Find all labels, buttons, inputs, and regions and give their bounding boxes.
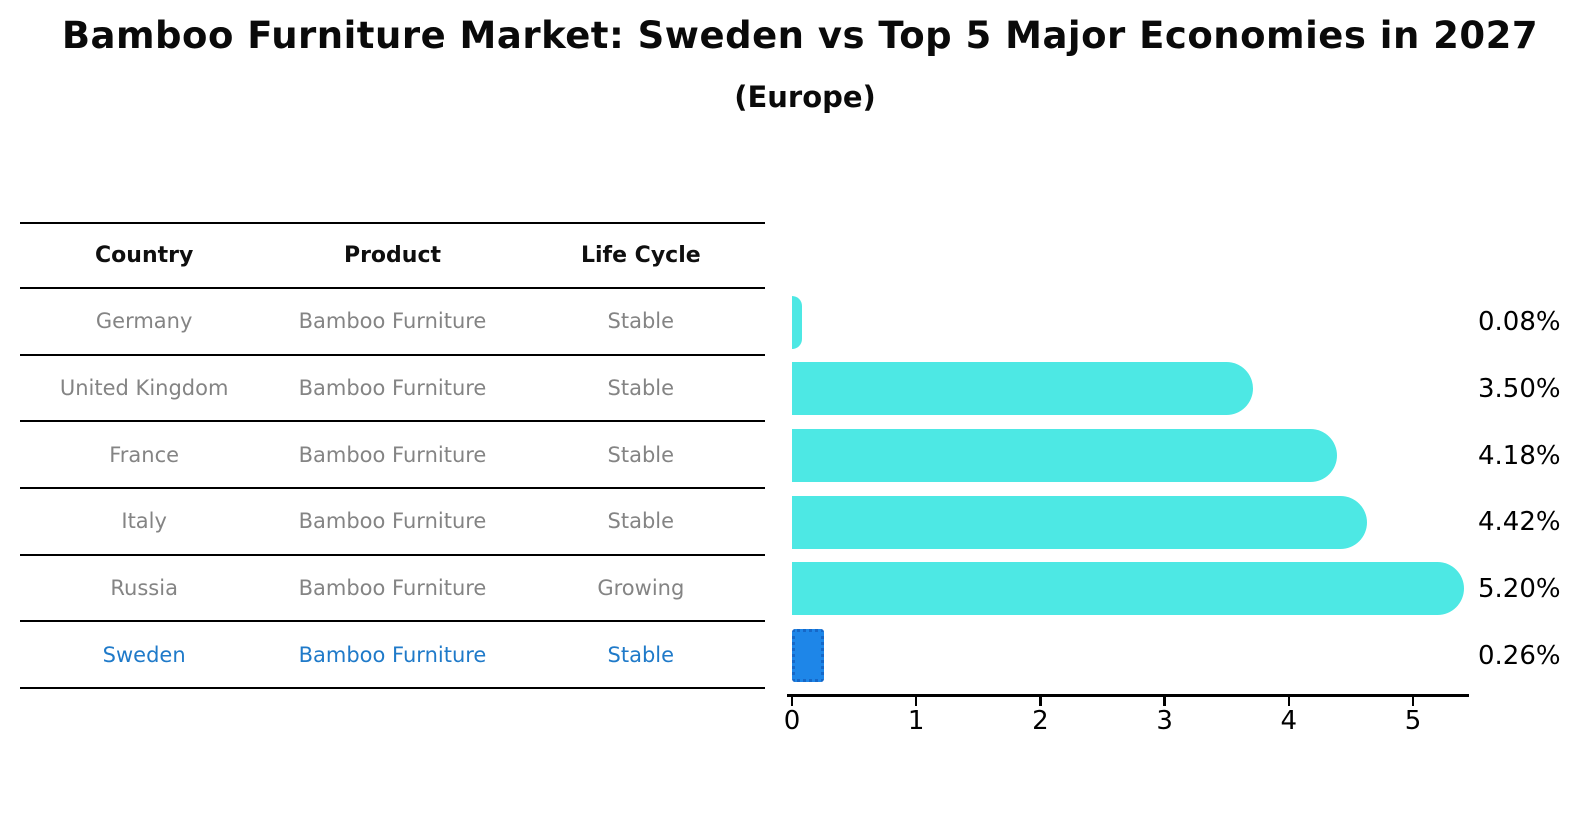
table-row-sweden: Sweden Bamboo Furniture Stable (20, 622, 765, 689)
table-cell-country: United Kingdom (59, 375, 229, 400)
bar-russia (792, 562, 1464, 616)
bar-italy (792, 495, 1367, 549)
bar-value-label: 3.50% (1478, 373, 1561, 404)
table-row-italy: Italy Bamboo Furniture Stable (20, 489, 765, 556)
bar-germany (792, 295, 802, 349)
x-axis-tick (1287, 696, 1291, 706)
table-header-row: Country Product Life Cycle (20, 222, 765, 289)
x-axis-tick-label: 2 (1032, 706, 1049, 736)
table-cell-product: Bamboo Furniture (298, 509, 487, 534)
table-cell-lifecycle: Stable (607, 509, 675, 534)
table-cell-lifecycle: Stable (607, 309, 675, 334)
table-cell-country: Sweden (102, 642, 186, 667)
x-axis-tick (1411, 696, 1415, 706)
table-cell-product: Bamboo Furniture (298, 642, 487, 667)
bar-sweden (792, 629, 825, 683)
bar-value-label: 0.08% (1478, 307, 1561, 338)
table-row-russia: Russia Bamboo Furniture Growing (20, 556, 765, 623)
table-header-lifecycle: Life Cycle (580, 243, 701, 268)
x-axis-tick-label: 3 (1156, 706, 1173, 736)
table-header-product: Product (343, 243, 442, 268)
bar-france (792, 429, 1338, 483)
table-cell-country: France (109, 442, 180, 467)
x-axis-tick-label: 4 (1280, 706, 1298, 736)
bar-value-label: 0.26% (1478, 640, 1561, 671)
bar-value-label: 5.20% (1478, 573, 1561, 604)
x-axis-tick-label: 0 (783, 706, 801, 736)
table-row-france: France Bamboo Furniture Stable (20, 422, 765, 489)
x-axis-line (787, 694, 1469, 697)
x-axis-tick (1039, 696, 1042, 706)
table-cell-product: Bamboo Furniture (298, 375, 487, 400)
chart-subtitle: (Europe) (734, 80, 876, 114)
bar-united-kingdom (792, 362, 1253, 416)
table-body: Germany Bamboo Furniture Stable United King… (20, 289, 765, 689)
country-table: Country Product Life Cycle Germany Bamboo… (20, 222, 765, 689)
table-cell-country: Italy (121, 509, 167, 534)
chart-title: Bamboo Furniture Market: Sweden vs Top 5… (61, 14, 1539, 57)
bar-value-label: 4.18% (1478, 440, 1561, 471)
x-axis-tick-label: 5 (1404, 706, 1422, 736)
table-row-united-kingdom: United Kingdom Bamboo Furniture Stable (20, 356, 765, 423)
table-header-country: Country (95, 243, 194, 268)
table-cell-country: Russia (110, 575, 178, 600)
table-cell-lifecycle: Growing (597, 575, 685, 600)
x-axis-tick (914, 696, 918, 706)
x-axis-tick (1163, 696, 1166, 706)
x-axis-tick-label: 1 (907, 706, 925, 736)
table-cell-lifecycle: Stable (607, 442, 675, 467)
table-cell-country: Germany (95, 309, 193, 334)
table-cell-lifecycle: Stable (607, 642, 675, 667)
table-cell-lifecycle: Stable (607, 375, 675, 400)
bar-value-label: 4.42% (1478, 507, 1561, 538)
table-row-germany: Germany Bamboo Furniture Stable (20, 289, 765, 356)
table-cell-product: Bamboo Furniture (298, 442, 487, 467)
table-cell-product: Bamboo Furniture (298, 575, 487, 600)
x-axis-tick (790, 696, 794, 706)
table-cell-product: Bamboo Furniture (298, 309, 487, 334)
